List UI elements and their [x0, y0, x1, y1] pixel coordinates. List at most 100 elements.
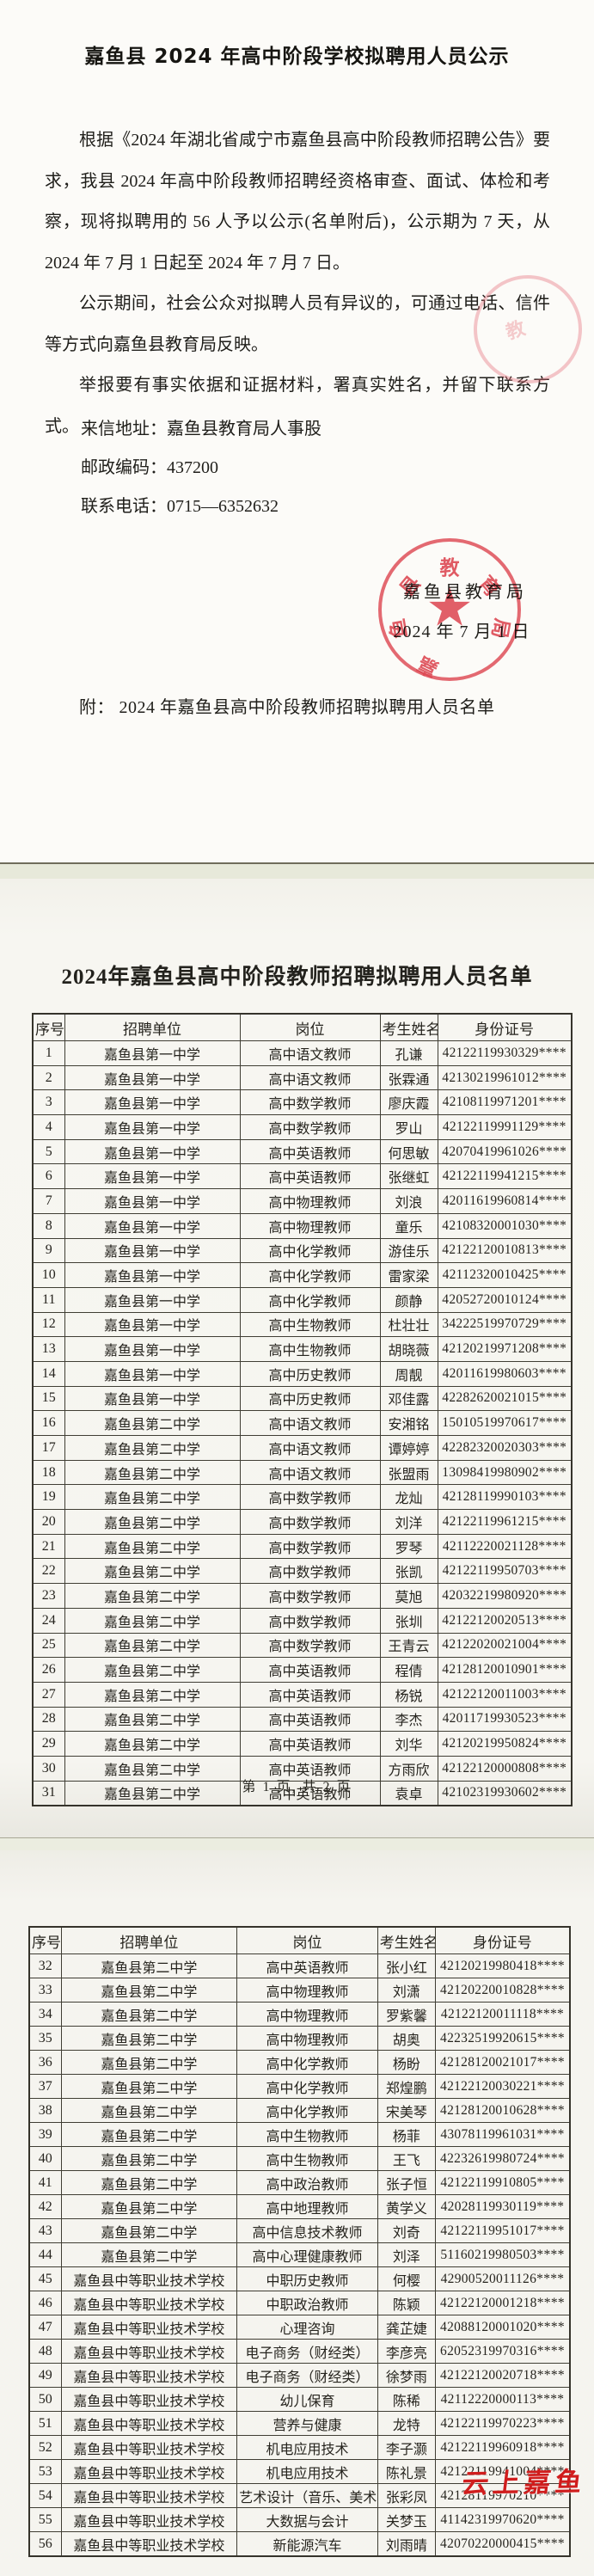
cell-post: 艺术设计（音乐、美术）	[236, 2483, 378, 2508]
cell-unit: 嘉鱼县第二中学	[64, 1558, 241, 1585]
cell-post: 高中语文教师	[239, 1459, 381, 1486]
table-row: 47 嘉鱼县中等职业技术学校 心理咨询 龚芷婕 42088120001020****	[28, 2315, 571, 2340]
cell-post: 高中化学教师	[239, 1286, 381, 1313]
cell-id: 42128120010628****	[434, 2098, 571, 2123]
cell-post: 高中英语教师	[236, 1953, 378, 1978]
table-row: 41 嘉鱼县第二中学 高中政治教师 张子恒 42122119910805****	[28, 2170, 571, 2195]
table-row: 31 嘉鱼县第二中学 高中英语教师 袁卓 42102319930602****	[32, 1780, 573, 1806]
notice-body: 根据《2024 年湖北省咸宁市嘉鱼县高中阶段教师招聘公告》要求，我县 2024 …	[45, 120, 550, 447]
cell-name: 刘华	[379, 1731, 438, 1757]
cell-unit: 嘉鱼县中等职业技术学校	[60, 2459, 238, 2484]
cell-no: 21	[32, 1533, 65, 1560]
cell-no: 30	[32, 1755, 65, 1782]
cell-no: 17	[32, 1435, 65, 1461]
table-row: 52 嘉鱼县中等职业技术学校 机电应用技术 李子灏 42122119960918****	[28, 2435, 571, 2460]
cell-post: 高中数学教师	[239, 1558, 381, 1585]
cell-id: 42122120010813****	[437, 1237, 573, 1264]
cell-unit: 嘉鱼县中等职业技术学校	[60, 2507, 238, 2532]
cell-unit: 嘉鱼县第二中学	[60, 2170, 238, 2195]
site-watermark: 云上嘉鱼	[460, 2466, 588, 2500]
cell-post: 中职政治教师	[236, 2291, 378, 2315]
cell-no: 23	[32, 1583, 65, 1609]
cell-name: 龙灿	[379, 1484, 438, 1511]
cell-id: 42112220000113****	[434, 2387, 571, 2412]
cell-no: 3	[32, 1089, 65, 1116]
cell-post: 高中语文教师	[239, 1040, 381, 1066]
cell-unit: 嘉鱼县第二中学	[60, 2050, 238, 2075]
cell-post: 高中数学教师	[239, 1484, 381, 1511]
cell-name: 何樱	[377, 2266, 436, 2291]
cell-post: 高中物理教师	[239, 1188, 381, 1214]
table-header-row: 序号 招聘单位 岗位 考生姓名 身份证号	[32, 1013, 573, 1041]
cell-post: 高中数学教师	[239, 1114, 381, 1140]
cell-id: 42232619980724****	[434, 2146, 571, 2171]
cell-post: 高中英语教师	[239, 1731, 381, 1757]
cell-post: 高中生物教师	[236, 2122, 378, 2147]
cell-no: 38	[28, 2098, 62, 2123]
cell-unit: 嘉鱼县第一中学	[64, 1262, 241, 1288]
cell-no: 39	[28, 2122, 62, 2147]
table-row: 18 嘉鱼县第二中学 高中语文教师 张盟雨 13098419980902****	[32, 1459, 573, 1486]
cell-unit: 嘉鱼县中等职业技术学校	[60, 2531, 238, 2557]
table-row: 45 嘉鱼县中等职业技术学校 中职历史教师 何樱 42900520011126****	[28, 2266, 571, 2291]
cell-name: 张彩凤	[377, 2483, 436, 2508]
cell-post: 电子商务（财经类）	[236, 2339, 378, 2364]
table-row: 8 嘉鱼县第一中学 高中物理教师 童乐 42108320001030****	[32, 1212, 573, 1239]
page-title: 嘉鱼县 2024 年高中阶段学校拟聘用人员公示	[84, 46, 510, 68]
cell-name: 罗紫馨	[377, 2002, 436, 2027]
cell-post: 高中英语教师	[239, 1706, 381, 1733]
cell-unit: 嘉鱼县第一中学	[64, 1385, 241, 1412]
cell-id: 42120219971208****	[437, 1336, 573, 1362]
table-row: 16 嘉鱼县第二中学 高中语文教师 安湘铭 15010519970617****	[32, 1410, 573, 1436]
cell-id: 42122120011003****	[437, 1681, 573, 1708]
cell-no: 29	[32, 1731, 65, 1757]
cell-no: 55	[28, 2507, 62, 2532]
cell-no: 44	[28, 2242, 62, 2267]
cell-no: 53	[28, 2459, 62, 2484]
cell-no: 32	[28, 1953, 62, 1978]
cell-post: 高中数学教师	[239, 1583, 381, 1609]
cell-id: 42070419961026****	[437, 1138, 573, 1165]
column-header-id: 身份证号	[437, 1013, 573, 1041]
cell-unit: 嘉鱼县第二中学	[60, 2146, 238, 2171]
cell-id: 42128119970210****	[434, 2483, 571, 2508]
cell-name: 罗山	[379, 1114, 438, 1140]
roster-title: 2024年嘉鱼县高中阶段教师招聘拟聘用人员名单	[61, 966, 533, 989]
cell-post: 高中数学教师	[239, 1533, 381, 1560]
cell-name: 杨盼	[377, 2050, 436, 2075]
cell-name: 关梦玉	[377, 2507, 436, 2532]
cell-unit: 嘉鱼县第二中学	[64, 1435, 241, 1461]
cell-post: 高中生物教师	[239, 1336, 381, 1362]
cell-post: 大数据与会计	[236, 2507, 378, 2532]
cell-id: 42282320020303****	[437, 1435, 573, 1461]
cell-no: 6	[32, 1163, 65, 1190]
table-row: 4 嘉鱼县第一中学 高中数学教师 罗山 42122119991129****	[32, 1114, 573, 1140]
column-header-id: 身份证号	[434, 1926, 571, 1954]
cell-post: 高中物理教师	[236, 1978, 378, 2003]
table-row: 17 嘉鱼县第二中学 高中语文教师 谭婷婷 42282320020303****	[32, 1435, 573, 1461]
signature-org: 嘉鱼县教育局	[403, 583, 527, 602]
seal-arc-char: 嘉	[413, 652, 442, 681]
cell-id: 42122120030221****	[434, 2074, 571, 2099]
cell-id: 15010519970617****	[437, 1410, 573, 1436]
cell-no: 24	[32, 1607, 65, 1634]
cell-id: 42112320010425****	[437, 1262, 573, 1288]
cell-name: 安湘铭	[379, 1410, 438, 1436]
cell-no: 16	[32, 1410, 65, 1436]
cell-unit: 嘉鱼县第二中学	[60, 2242, 238, 2267]
cell-name: 胡晓薇	[379, 1336, 438, 1362]
cell-no: 46	[28, 2291, 62, 2315]
cell-id: 42122119961215****	[437, 1509, 573, 1535]
cell-no: 22	[32, 1558, 65, 1585]
cell-post: 高中化学教师	[236, 2098, 378, 2123]
table-row: 1 嘉鱼县第一中学 高中语文教师 孔谦 42122119930329****	[32, 1040, 573, 1066]
cell-post: 高中语文教师	[239, 1410, 381, 1436]
cell-no: 28	[32, 1706, 65, 1733]
cell-unit: 嘉鱼县中等职业技术学校	[60, 2411, 238, 2436]
cell-name: 谭婷婷	[379, 1435, 438, 1461]
cell-id: 42122119960918****	[434, 2435, 571, 2460]
cell-post: 高中语文教师	[239, 1064, 381, 1091]
column-header-no: 序号	[32, 1013, 65, 1041]
official-seal-icon: ★ 嘉鱼县教育局	[378, 538, 521, 681]
cell-post: 中职历史教师	[236, 2266, 378, 2291]
